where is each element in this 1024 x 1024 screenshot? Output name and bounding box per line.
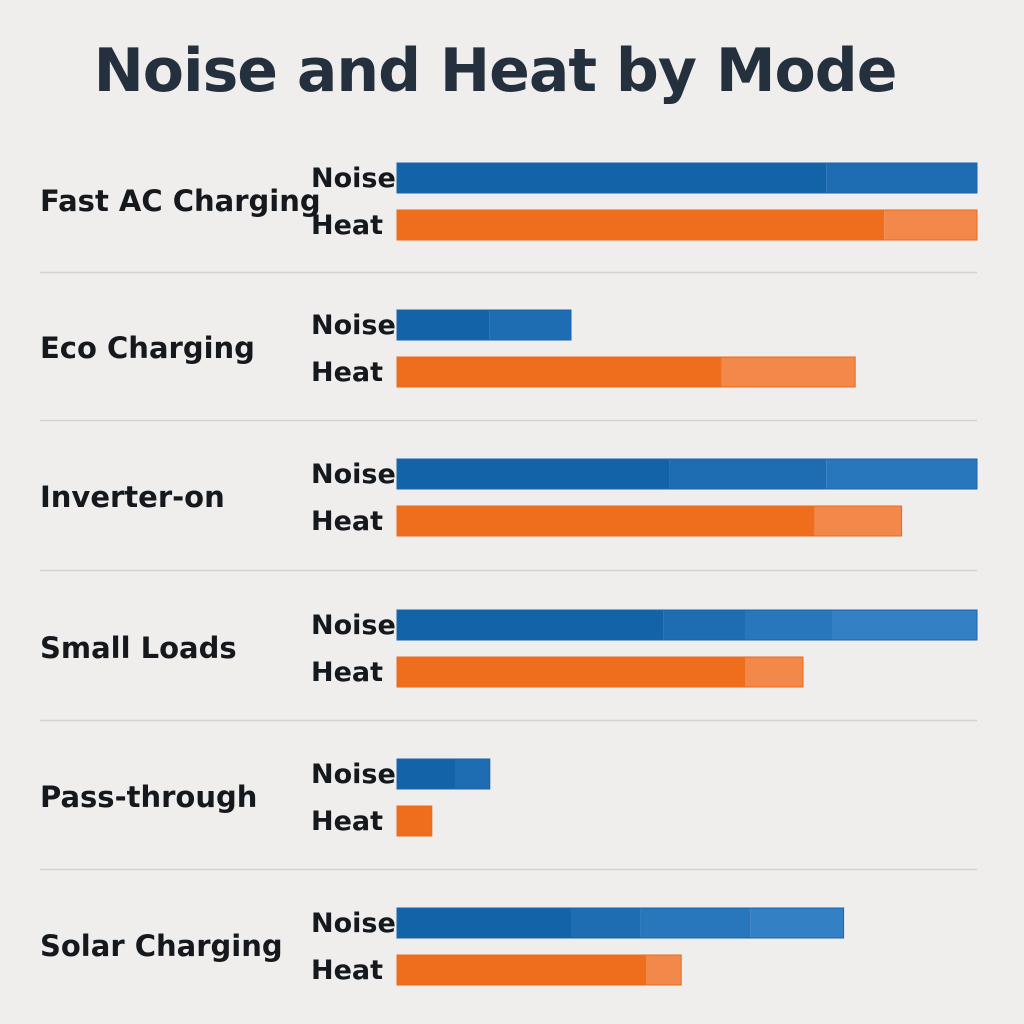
category-label: Small Loads [40,631,237,665]
series-label: Heat [311,806,383,837]
noise-bar [396,309,572,341]
heat-bar [396,505,903,537]
heat-bar-segment [397,506,815,536]
series-label: Noise [311,459,396,490]
noise-bar-segment [455,759,490,789]
category-label: Inverter-on [40,480,225,514]
heat-bar-segment [884,210,977,240]
series-label: Noise [311,610,396,641]
heat-bar [396,954,682,986]
chart-title: Noise and Heat by Mode [93,36,898,106]
noise-bar-segment [663,610,745,640]
category-label: Pass-through [40,780,257,814]
category-label: Eco Charging [40,331,255,365]
noise-bar [396,609,978,641]
category-label: Fast AC Charging [40,184,321,218]
noise-bar-segment [826,163,977,193]
noise-bar-segment [397,908,571,938]
series-label: Heat [311,506,383,537]
heat-bar [396,356,856,388]
noise-bar-segment [669,459,827,489]
noise-bar-segment [397,310,490,340]
series-label: Heat [311,210,383,241]
noise-bar-segment [397,759,455,789]
noise-bar-segment [745,610,832,640]
series-label: Noise [311,163,396,194]
noise-bar-segment [750,908,844,938]
series-label: Heat [311,657,383,688]
noise-bar-segment [640,908,751,938]
noise-bar [396,162,978,194]
noise-bar-segment [826,459,977,489]
heat-bar [396,209,978,241]
heat-bar-segment [721,357,856,387]
noise-bar-segment [397,610,664,640]
noise-bar-segment [489,310,571,340]
noise-bar-segment [832,610,977,640]
noise-bar [396,758,491,790]
series-label: Heat [311,357,383,388]
heat-bar-segment [745,657,803,687]
series-label: Noise [311,908,396,939]
category-label: Solar Charging [40,929,283,963]
heat-bar-segment [397,210,885,240]
heat-bar [396,656,804,688]
noise-bar-segment [397,459,670,489]
noise-bar-segment [397,163,827,193]
noise-bar [396,907,845,939]
noise-bar [396,458,978,490]
series-label: Noise [311,759,396,790]
heat-bar-segment [397,955,647,985]
heat-bar-segment [814,506,902,536]
series-label: Heat [311,955,383,986]
heat-bar [396,805,433,837]
noise-bar-segment [571,908,641,938]
heat-bar-segment [397,657,745,687]
heat-bar-segment [397,357,722,387]
heat-bar-segment [646,955,682,985]
series-label: Noise [311,310,396,341]
heat-bar-segment [397,806,432,836]
